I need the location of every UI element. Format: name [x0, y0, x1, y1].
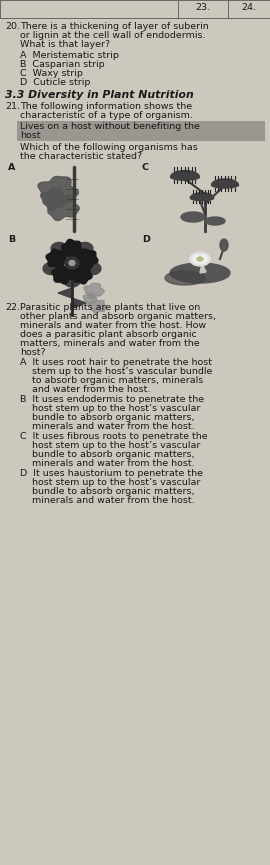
Text: B  It uses endodermis to penetrate the: B It uses endodermis to penetrate the	[20, 395, 204, 404]
Text: 22.: 22.	[5, 303, 20, 312]
Text: B  Casparian strip: B Casparian strip	[20, 60, 105, 69]
Text: C  Waxy strip: C Waxy strip	[20, 69, 83, 78]
Text: 20.: 20.	[5, 22, 20, 31]
Text: Which of the following organisms has: Which of the following organisms has	[20, 143, 198, 152]
Polygon shape	[89, 300, 107, 313]
Polygon shape	[83, 293, 97, 304]
Text: A  Meristematic strip: A Meristematic strip	[20, 51, 119, 60]
Polygon shape	[69, 260, 75, 266]
Polygon shape	[197, 253, 208, 259]
Polygon shape	[181, 217, 205, 222]
Polygon shape	[170, 263, 230, 283]
Polygon shape	[71, 265, 92, 284]
Polygon shape	[85, 263, 101, 274]
Polygon shape	[194, 254, 204, 260]
Polygon shape	[195, 260, 205, 266]
Text: matters, minerals and water from the: matters, minerals and water from the	[20, 339, 200, 348]
Polygon shape	[211, 179, 238, 188]
Text: characteristic of a type of organism.: characteristic of a type of organism.	[20, 111, 193, 120]
Polygon shape	[200, 263, 206, 273]
Text: minerals and water from the host.: minerals and water from the host.	[20, 422, 195, 431]
Polygon shape	[77, 242, 93, 254]
Polygon shape	[52, 265, 73, 284]
Polygon shape	[61, 240, 83, 259]
Text: bundle to absorb organic matters,: bundle to absorb organic matters,	[20, 487, 194, 496]
Polygon shape	[199, 258, 210, 264]
Polygon shape	[190, 258, 201, 264]
Text: C  It uses fibrous roots to penetrate the: C It uses fibrous roots to penetrate the	[20, 432, 208, 441]
Text: host stem up to the host’s vascular: host stem up to the host’s vascular	[20, 478, 200, 487]
Polygon shape	[200, 256, 210, 262]
Polygon shape	[181, 212, 205, 217]
Text: Lives on a host without benefiting the: Lives on a host without benefiting the	[20, 122, 200, 131]
Text: the characteristic stated?: the characteristic stated?	[20, 152, 142, 161]
Text: 3.3 Diversity in Plant Nutrition: 3.3 Diversity in Plant Nutrition	[5, 90, 194, 100]
Text: D  It uses haustorium to penetrate the: D It uses haustorium to penetrate the	[20, 469, 203, 478]
Polygon shape	[171, 170, 200, 180]
Text: D  Cuticle strip: D Cuticle strip	[20, 78, 90, 87]
Text: host: host	[20, 131, 40, 140]
Text: 24.: 24.	[241, 3, 256, 12]
Text: A: A	[8, 163, 15, 172]
Polygon shape	[72, 298, 86, 308]
Text: or lignin at the cell wall of endodermis.: or lignin at the cell wall of endodermis…	[20, 31, 205, 40]
Text: bundle to absorb organic matters,: bundle to absorb organic matters,	[20, 450, 194, 459]
Polygon shape	[38, 176, 78, 208]
Polygon shape	[197, 258, 207, 264]
Text: host?: host?	[20, 348, 46, 357]
Text: minerals and water from the host.: minerals and water from the host.	[20, 459, 195, 468]
Polygon shape	[58, 288, 72, 298]
Polygon shape	[197, 254, 207, 260]
Text: 21.: 21.	[5, 102, 20, 111]
Text: B: B	[8, 235, 15, 244]
Polygon shape	[65, 257, 79, 269]
Text: Parasitic plants are plants that live on: Parasitic plants are plants that live on	[20, 303, 200, 312]
Polygon shape	[192, 253, 203, 259]
Polygon shape	[194, 258, 204, 264]
Text: other plants and absorb organic matters,: other plants and absorb organic matters,	[20, 312, 216, 321]
Polygon shape	[190, 256, 200, 262]
Text: 23.: 23.	[195, 3, 211, 12]
Polygon shape	[190, 254, 201, 260]
Text: minerals and water from the host.: minerals and water from the host.	[20, 496, 195, 505]
Polygon shape	[199, 254, 210, 260]
Text: D: D	[142, 235, 150, 244]
Polygon shape	[198, 256, 208, 262]
Text: A  It uses root hair to penetrate the host: A It uses root hair to penetrate the hos…	[20, 358, 212, 367]
Text: to absorb organic matters, minerals: to absorb organic matters, minerals	[20, 376, 203, 385]
Polygon shape	[165, 271, 205, 285]
Polygon shape	[44, 195, 79, 221]
Polygon shape	[43, 263, 59, 274]
Text: does a parasitic plant absorb organic: does a parasitic plant absorb organic	[20, 330, 197, 339]
Polygon shape	[64, 275, 80, 287]
Polygon shape	[192, 260, 203, 266]
Text: C: C	[142, 163, 149, 172]
Polygon shape	[197, 257, 203, 261]
Polygon shape	[205, 217, 225, 221]
Text: bundle to absorb organic matters,: bundle to absorb organic matters,	[20, 413, 194, 422]
Text: What is that layer?: What is that layer?	[20, 40, 110, 49]
Text: stem up to the host’s vascular bundle: stem up to the host’s vascular bundle	[20, 367, 212, 376]
Polygon shape	[192, 256, 202, 262]
Text: host stem up to the host’s vascular: host stem up to the host’s vascular	[20, 441, 200, 450]
Text: minerals and water from the host. How: minerals and water from the host. How	[20, 321, 206, 330]
Polygon shape	[205, 221, 225, 225]
FancyBboxPatch shape	[17, 121, 265, 141]
Polygon shape	[46, 249, 68, 268]
Polygon shape	[76, 249, 98, 268]
Polygon shape	[195, 252, 205, 258]
Text: There is a thickening of layer of suberin: There is a thickening of layer of suberi…	[20, 22, 209, 31]
Polygon shape	[51, 242, 67, 254]
Polygon shape	[190, 193, 214, 201]
Polygon shape	[220, 239, 228, 251]
Polygon shape	[41, 189, 68, 211]
Polygon shape	[84, 283, 104, 298]
Text: The following information shows the: The following information shows the	[20, 102, 192, 111]
Text: host stem up to the host’s vascular: host stem up to the host’s vascular	[20, 404, 200, 413]
Polygon shape	[197, 260, 208, 266]
Text: and water from the host.: and water from the host.	[20, 385, 150, 394]
